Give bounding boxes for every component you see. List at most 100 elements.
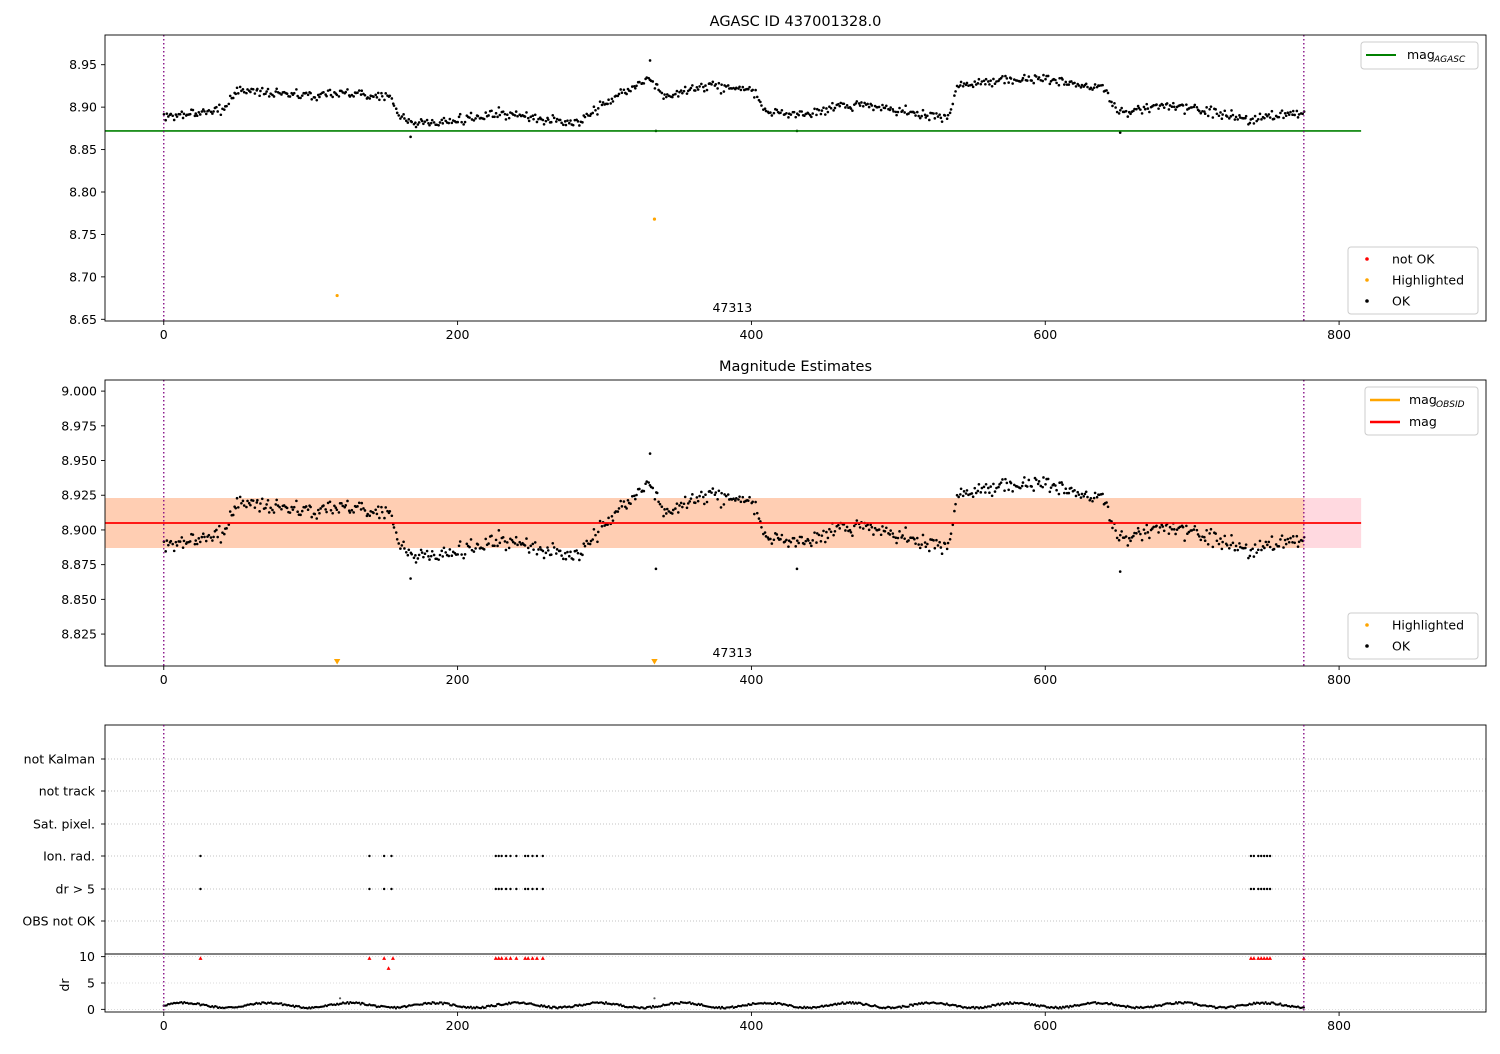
agasc-ok-point — [1139, 108, 1142, 111]
agasc-ok-point — [403, 117, 406, 120]
agasc-ok-point — [497, 106, 501, 109]
dr-point — [1173, 1002, 1176, 1005]
mag-ok-point — [988, 491, 991, 495]
mag-ok-point — [894, 536, 898, 540]
agasc-ok-point — [178, 112, 182, 116]
agasc-ok-point — [384, 92, 388, 95]
agasc-ok-point — [863, 101, 866, 105]
dr-point — [660, 1004, 663, 1008]
dr-point — [848, 1000, 852, 1004]
mag-ok-point — [849, 531, 853, 534]
mag-ok-point — [1139, 532, 1142, 536]
mag-ok-point — [309, 505, 312, 509]
mag-ok-point — [507, 546, 511, 550]
mag-ok-point — [1229, 543, 1233, 547]
mag-ok-point — [655, 491, 659, 495]
dr-point — [347, 1002, 351, 1005]
agasc-ok-point — [894, 110, 898, 114]
mag-ok-point — [866, 523, 869, 527]
mag-ok-point — [274, 503, 278, 506]
dr-point — [731, 1005, 734, 1008]
agasc-ok-point — [1143, 107, 1147, 111]
mag-ok-point — [634, 497, 637, 501]
mag-ok-point — [566, 550, 569, 554]
dr-point — [358, 1001, 361, 1004]
agasc-ok-point — [1025, 79, 1029, 82]
mag-ok-point — [815, 541, 818, 544]
agasc-ok-point — [1296, 116, 1300, 119]
mag-ok-point — [829, 530, 833, 534]
mag-ok-point — [920, 543, 923, 546]
mag-title: Magnitude Estimates — [719, 359, 872, 375]
mag-ok-point — [688, 500, 692, 503]
agasc-ok-point — [1011, 82, 1014, 85]
mag-ok-point — [629, 502, 632, 506]
mag-ok-point — [779, 537, 782, 541]
mag-legend-subscript: OBSID — [1436, 400, 1465, 410]
agasc-x-tick-label: 400 — [739, 327, 763, 342]
mag-ok-point — [310, 515, 314, 519]
mag-ok-point — [1036, 482, 1040, 486]
mag-ok-point — [775, 533, 779, 536]
mag-ok-point — [247, 501, 251, 505]
mag-ok-point — [1297, 540, 1301, 544]
mag-ok-point — [457, 544, 461, 548]
flag-category-label: Sat. pixel. — [33, 817, 95, 832]
mag-ok-point — [995, 486, 998, 490]
flag-point — [523, 887, 527, 891]
agasc-ok-point — [789, 113, 793, 116]
mag-ok-point — [1009, 481, 1013, 485]
flag-category-label: not track — [39, 784, 96, 799]
mag-ok-point — [642, 489, 646, 493]
agasc-axes: 47313 0 200 400 600 800 8.65 8.70 8.75 8.80 8.85 8.… — [69, 14, 1487, 342]
mag-ok-point — [181, 546, 185, 549]
agasc-ok-point — [1049, 79, 1053, 83]
mag-ok-point — [394, 531, 398, 534]
agasc-ok-point — [892, 110, 895, 113]
mag-ok-point — [567, 554, 571, 558]
agasc-ok-point — [607, 98, 610, 102]
mag-ok-point — [677, 511, 680, 514]
mag-ok-point — [971, 495, 975, 499]
mag-ok-point — [1256, 548, 1260, 552]
agasc-ok-point — [1238, 114, 1241, 117]
mag-ok-point — [335, 508, 339, 512]
agasc-ok-point — [1283, 111, 1287, 115]
mag-ok-point — [822, 529, 825, 533]
agasc-ok-point — [940, 120, 944, 123]
mag-ok-point — [440, 549, 444, 553]
agasc-ok-point — [558, 118, 562, 122]
agasc-ok-point — [267, 95, 271, 98]
mag-ok-point — [510, 538, 514, 542]
agasc-ok-point — [335, 93, 339, 97]
dr-point — [259, 1002, 262, 1006]
agasc-legend-marker — [1365, 299, 1369, 303]
mag-ok-point — [246, 499, 249, 503]
agasc-ok-point — [552, 116, 556, 120]
mag-ok-point — [1055, 488, 1058, 492]
agasc-ok-point — [329, 93, 333, 97]
agasc-ok-point — [1048, 82, 1052, 86]
flag-point — [494, 887, 497, 891]
dr-point — [1133, 1007, 1137, 1010]
agasc-ok-point — [675, 89, 679, 93]
mag-ok-point — [266, 498, 270, 502]
mag-ok-point — [551, 541, 555, 545]
agasc-ok-point — [714, 82, 718, 86]
agasc-ok-point — [926, 114, 929, 118]
agasc-ok-point — [440, 118, 444, 122]
mag-ok-point — [915, 536, 919, 540]
mag-ok-point — [780, 533, 784, 537]
agasc-ok-point — [1115, 110, 1119, 114]
mag-ok-point — [671, 512, 674, 515]
mag-ok-point — [412, 556, 416, 560]
agasc-ok-point — [1233, 118, 1237, 121]
mag-ok-point — [1181, 525, 1185, 529]
mag-ok-point — [957, 495, 960, 499]
agasc-ok-point — [596, 113, 599, 116]
agasc-ok-point — [861, 104, 865, 108]
mag-ok-point — [633, 494, 636, 498]
mag-ok-point — [1187, 530, 1191, 534]
mag-ok-point — [804, 539, 808, 543]
mag-ok-point — [331, 511, 334, 515]
